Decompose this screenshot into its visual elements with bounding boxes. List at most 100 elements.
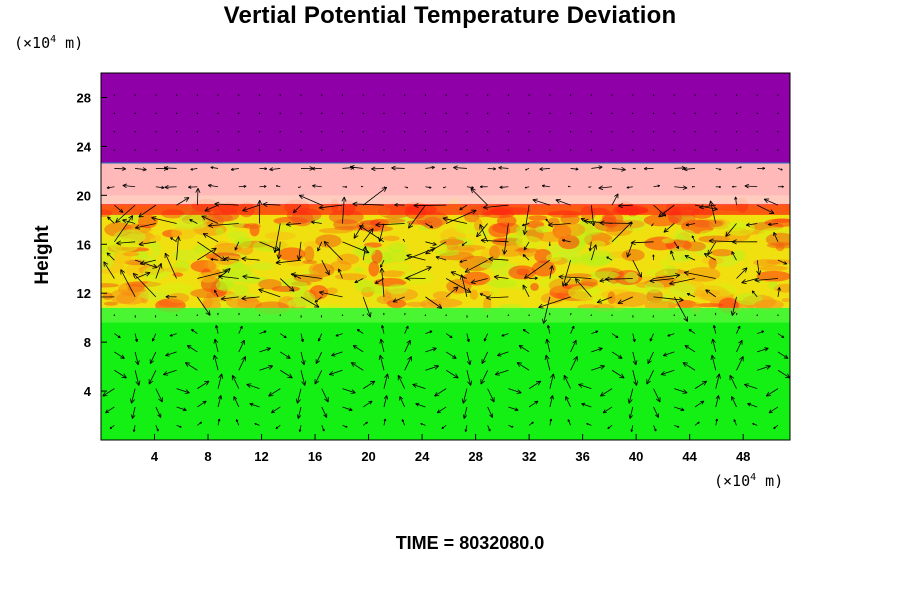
- band-texture: [287, 298, 310, 308]
- vector-arrow: [341, 94, 344, 96]
- vector-arrow: [122, 184, 136, 188]
- vector-arrow: [269, 168, 281, 171]
- vector-arrow: [285, 221, 291, 227]
- vector-arrow: [632, 338, 636, 343]
- vector-arrow: [781, 335, 785, 339]
- x-tick-label: 20: [361, 449, 375, 464]
- band-texture: [420, 299, 443, 310]
- vector-arrow: [314, 302, 320, 308]
- band-texture: [233, 260, 243, 269]
- vector-arrow: [425, 186, 432, 189]
- vector-arrow: [135, 168, 147, 171]
- vector-arrow: [580, 217, 586, 222]
- vector-arrow: [134, 131, 136, 133]
- vector-arrow: [735, 149, 738, 151]
- vector-arrow: [646, 370, 654, 385]
- vector-arrow: [214, 289, 217, 293]
- vector-arrow: [164, 167, 177, 169]
- vector-arrow: [191, 329, 198, 334]
- vector-arrow: [660, 370, 666, 376]
- vector-arrow: [266, 347, 271, 352]
- vector-arrow: [353, 233, 359, 239]
- vector-arrow: [674, 406, 685, 411]
- vector-arrow: [466, 370, 472, 386]
- vector-arrow: [777, 259, 787, 265]
- vector-arrow: [204, 204, 219, 212]
- vector-arrow: [712, 206, 718, 212]
- band-texture: [325, 287, 338, 295]
- vector-arrow: [466, 112, 468, 115]
- vector-arrow: [514, 407, 519, 412]
- vector-arrow: [401, 419, 406, 426]
- vector-arrow: [135, 380, 141, 386]
- vector-arrow: [362, 94, 364, 96]
- band-texture: [159, 282, 194, 296]
- vector-arrow: [742, 267, 748, 273]
- band-texture: [479, 262, 494, 269]
- vector-arrow: [626, 186, 630, 189]
- vector-arrow: [691, 185, 694, 188]
- vector-arrow: [176, 197, 190, 206]
- vector-arrow: [415, 402, 420, 407]
- vector-arrow: [249, 402, 254, 407]
- vector-arrow: [508, 406, 519, 411]
- vector-arrow: [445, 278, 472, 293]
- vector-arrow: [670, 250, 674, 255]
- vector-arrow: [709, 240, 737, 243]
- vector-arrow: [682, 185, 688, 190]
- band-texture: [228, 230, 248, 240]
- vector-arrow: [380, 338, 385, 353]
- vector-arrow: [762, 166, 766, 170]
- band-texture: [368, 261, 380, 277]
- vector-arrow: [777, 149, 779, 151]
- vector-arrow: [570, 356, 578, 371]
- vector-arrow: [756, 112, 758, 115]
- vector-arrow: [589, 241, 592, 252]
- vector-arrow: [300, 94, 302, 96]
- vector-arrow: [445, 314, 447, 316]
- vector-arrow: [315, 359, 320, 365]
- vector-arrow: [673, 149, 675, 151]
- vector-arrow: [736, 267, 748, 279]
- vector-arrow: [352, 344, 358, 350]
- vector-arrow: [632, 351, 637, 365]
- vector-arrow: [715, 94, 717, 96]
- vector-arrow: [362, 228, 374, 243]
- vector-arrow: [208, 184, 219, 188]
- vector-arrow: [464, 267, 470, 273]
- vector-arrow: [241, 295, 247, 301]
- band-texture: [579, 255, 610, 267]
- vector-arrow: [342, 196, 345, 224]
- vector-arrow: [528, 131, 530, 133]
- vector-arrow: [300, 112, 302, 115]
- vector-arrow: [736, 356, 744, 371]
- vector-arrow: [435, 256, 447, 261]
- vector-arrow: [714, 312, 717, 314]
- band-texture: [771, 218, 790, 223]
- vector-arrow: [570, 312, 572, 315]
- vector-arrow: [502, 249, 508, 255]
- vector-arrow: [267, 364, 274, 370]
- plot-frame: [100, 72, 791, 441]
- vector-arrow: [549, 373, 554, 389]
- vector-arrow: [190, 328, 194, 332]
- vector-arrow: [156, 428, 159, 432]
- vector-arrow: [392, 296, 405, 303]
- band-texture: [781, 298, 790, 303]
- vector-arrow: [555, 199, 571, 206]
- vector-arrow: [218, 275, 239, 279]
- vector-arrow: [383, 312, 385, 314]
- vector-arrow: [777, 369, 790, 379]
- vector-arrow: [408, 204, 426, 229]
- vector-arrow: [321, 149, 323, 151]
- band-texture: [108, 237, 140, 253]
- vector-arrow: [190, 167, 194, 171]
- vector-arrow: [106, 186, 110, 190]
- vector-arrow: [201, 215, 207, 221]
- band-texture: [661, 237, 675, 244]
- vector-arrow: [152, 338, 155, 342]
- vector-arrow: [199, 421, 203, 424]
- vector-arrow: [673, 112, 675, 115]
- x-tick-label: 44: [682, 449, 697, 464]
- vector-arrow: [637, 272, 642, 278]
